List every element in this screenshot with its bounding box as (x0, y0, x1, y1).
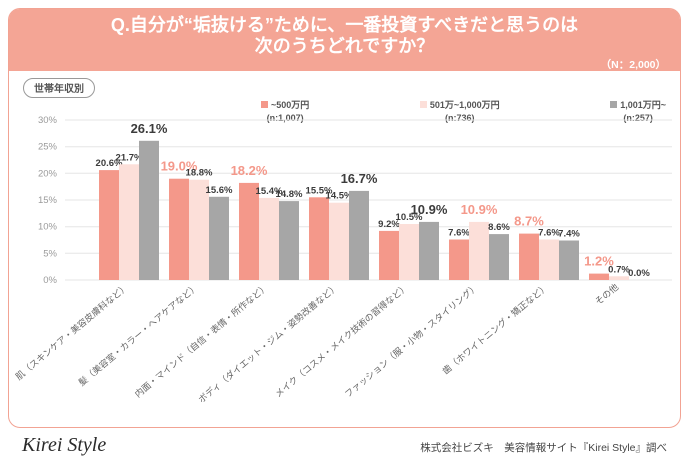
svg-text:30%: 30% (38, 115, 58, 126)
svg-text:0.7%: 0.7% (608, 264, 630, 275)
svg-text:髪（美容室・カラー・ヘアケアなど）: 髪（美容室・カラー・ヘアケアなど） (76, 281, 200, 388)
svg-text:15.6%: 15.6% (206, 185, 233, 196)
svg-text:18.2%: 18.2% (231, 163, 268, 178)
svg-text:14.8%: 14.8% (276, 189, 303, 200)
svg-text:16.7%: 16.7% (341, 171, 378, 186)
svg-text:7.4%: 7.4% (558, 229, 580, 240)
svg-text:18.8%: 18.8% (186, 168, 213, 179)
svg-text:8.6%: 8.6% (488, 222, 510, 233)
svg-text:26.1%: 26.1% (131, 121, 168, 136)
svg-text:14.5%: 14.5% (326, 191, 353, 202)
svg-text:20%: 20% (38, 168, 58, 179)
svg-text:ファッション（服・小物・スタイリング）: ファッション（服・小物・スタイリング） (342, 281, 480, 399)
svg-text:内面・マインド（自信・表情・所作など）: 内面・マインド（自信・表情・所作など） (132, 281, 270, 399)
svg-text:0%: 0% (43, 275, 57, 286)
svg-text:10.9%: 10.9% (411, 202, 448, 217)
svg-text:5%: 5% (43, 248, 57, 259)
svg-text:21.7%: 21.7% (116, 152, 143, 163)
svg-text:7.6%: 7.6% (448, 228, 470, 239)
svg-text:肌（スキンケア・美容皮膚科など）: 肌（スキンケア・美容皮膚科など） (13, 281, 130, 382)
svg-text:0.0%: 0.0% (628, 268, 650, 279)
svg-text:8.7%: 8.7% (514, 214, 544, 229)
svg-text:メイク（コスメ・メイク技術の習得など）: メイク（コスメ・メイク技術の習得など） (272, 281, 410, 399)
svg-text:10%: 10% (38, 222, 58, 233)
svg-text:その他: その他 (593, 281, 621, 307)
svg-text:10.9%: 10.9% (461, 202, 498, 217)
svg-text:7.6%: 7.6% (538, 228, 560, 239)
svg-text:15%: 15% (38, 195, 58, 206)
svg-text:25%: 25% (38, 142, 58, 153)
svg-text:ボディ（ダイエット・ジム・姿勢改善など）: ボディ（ダイエット・ジム・姿勢改善など） (196, 281, 340, 405)
